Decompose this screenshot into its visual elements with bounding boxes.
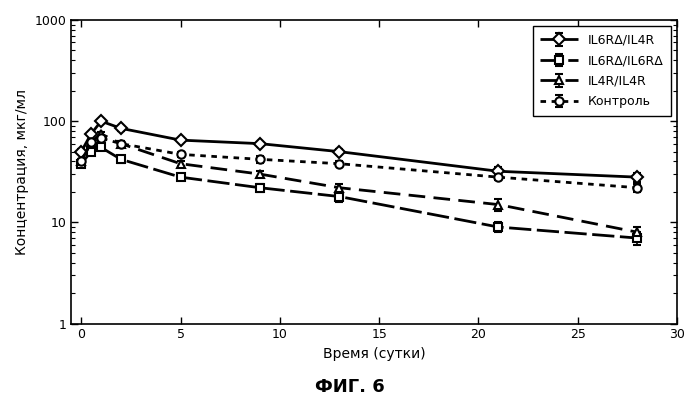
Legend: IL6RΔ/IL4R, IL6RΔ/IL6RΔ, IL4R/IL4R, Контроль: IL6RΔ/IL4R, IL6RΔ/IL6RΔ, IL4R/IL4R, Конт…: [533, 26, 671, 116]
Text: ФИГ. 6: ФИГ. 6: [315, 378, 385, 396]
Y-axis label: Концентрация, мкг/мл: Концентрация, мкг/мл: [15, 89, 29, 255]
X-axis label: Время (сутки): Время (сутки): [323, 347, 426, 361]
